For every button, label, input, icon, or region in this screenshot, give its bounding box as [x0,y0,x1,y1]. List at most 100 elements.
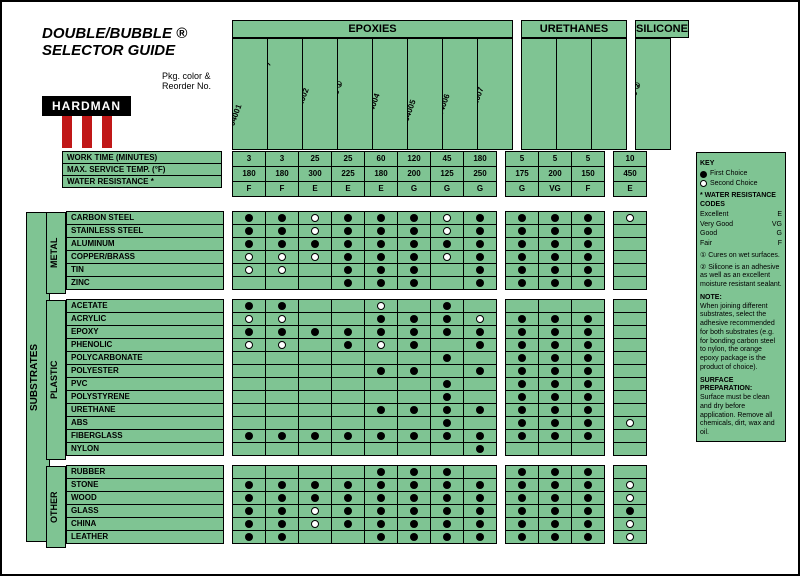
spec-cell: 200 [397,166,431,182]
choice-cell [364,211,398,225]
choice-cell [505,338,539,352]
choice-cell [232,517,266,531]
choice-cell [430,250,464,264]
substrate-label: EPOXY [66,325,224,339]
choice-cell [505,224,539,238]
choice-cell [364,299,398,313]
substrate-label: ZINC [66,276,224,290]
choice-cell [613,351,647,365]
choice-cell [538,351,572,365]
spec-cell: 3 [265,151,299,167]
title-line1: DOUBLE/BUBBLE ® [42,26,187,43]
choice-cell [331,377,365,391]
choice-cell [232,325,266,339]
choice-cell [232,465,266,479]
key-note-body: When joining different substrates, selec… [700,303,782,373]
choice-cell [430,465,464,479]
choice-cell [232,530,266,544]
choice-cell [331,429,365,443]
choice-cell [505,390,539,404]
choice-cell [364,351,398,365]
spec-cell: 200 [538,166,572,182]
choice-cell [613,403,647,417]
choice-cell [538,312,572,326]
choice-cell [298,416,332,430]
choice-cell [397,276,431,290]
wr-code: FairF [700,240,782,249]
choice-cell [538,530,572,544]
choice-cell [397,237,431,251]
spec-cell: G [505,181,539,197]
choice-cell [571,312,605,326]
choice-cell [397,403,431,417]
choice-cell [571,250,605,264]
choice-cell [463,442,497,456]
spec-cell: 3 [232,151,266,167]
substrate-label: WOOD [66,491,224,505]
choice-cell [538,478,572,492]
choice-cell [463,465,497,479]
choice-cell [430,364,464,378]
choice-cell [232,429,266,443]
choice-cell [331,325,365,339]
choice-cell [430,478,464,492]
choice-cell [613,416,647,430]
choice-cell [397,312,431,326]
choice-cell [430,429,464,443]
choice-cell [232,377,266,391]
choice-cell [364,530,398,544]
key-surf-body: Surface must be clean and dry before app… [700,394,782,438]
choice-cell [571,237,605,251]
choice-cell [571,325,605,339]
choice-cell [613,465,647,479]
choice-cell [364,478,398,492]
choice-cell [397,442,431,456]
choice-cell [505,276,539,290]
choice-cell [613,299,647,313]
choice-cell [538,403,572,417]
choice-cell [571,224,605,238]
choice-cell [463,263,497,277]
choice-cell [538,364,572,378]
choice-cell [364,276,398,290]
substrate-label: ALUMINUM [66,237,224,251]
choice-cell [331,504,365,518]
spec-cell: 250 [463,166,497,182]
choice-cell [397,504,431,518]
choice-cell [505,478,539,492]
choice-cell [571,390,605,404]
choice-cell [364,504,398,518]
choice-cell [463,390,497,404]
choice-cell [265,491,299,505]
substrate-label: STAINLESS STEEL [66,224,224,238]
choice-cell [430,338,464,352]
spec-cell: 125 [430,166,464,182]
choice-cell [331,364,365,378]
choice-cell [265,403,299,417]
choice-cell [298,250,332,264]
substrate-label: ACRYLIC [66,312,224,326]
group-header: URETHANES [521,20,627,38]
choice-cell [505,299,539,313]
spec-cell: 120 [397,151,431,167]
choice-cell [265,504,299,518]
choice-cell [613,237,647,251]
choice-cell [232,250,266,264]
spec-cell: G [463,181,497,197]
choice-cell [298,338,332,352]
choice-cell [298,211,332,225]
choice-cell [265,276,299,290]
choice-cell [430,325,464,339]
choice-cell [571,442,605,456]
choice-cell [538,465,572,479]
choice-cell [265,416,299,430]
choice-cell [265,211,299,225]
choice-cell [364,517,398,531]
choice-cell [232,211,266,225]
spec-cell: 180 [463,151,497,167]
column-header: GREEN 04004 [372,38,408,150]
choice-cell [463,478,497,492]
choice-cell [571,416,605,430]
substrate-label: ACETATE [66,299,224,313]
choice-cell [505,211,539,225]
